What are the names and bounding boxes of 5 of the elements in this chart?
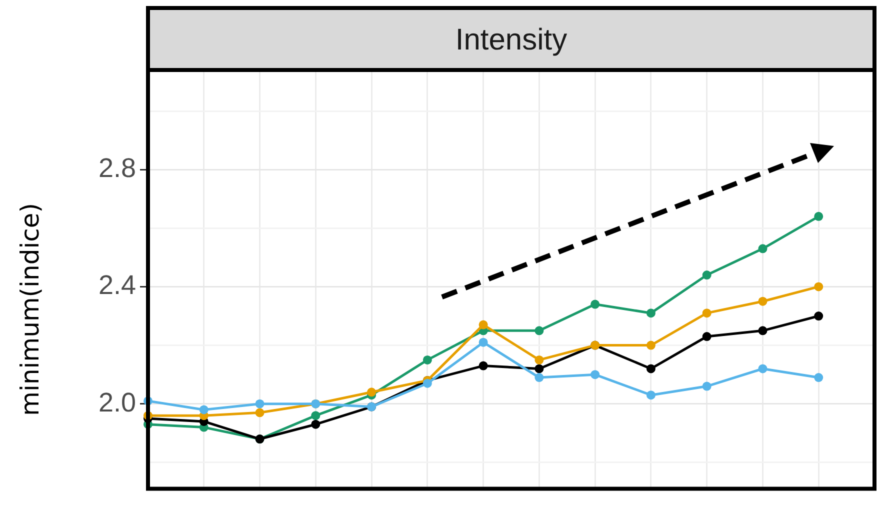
y-axis-title: minimum(indice) [16,202,44,416]
y-tick-label: 2.4 [98,270,136,300]
y-tick-label: 2.8 [98,153,136,184]
chart-title: Intensity [455,23,568,56]
y-tick-label: 2.0 [98,387,136,418]
